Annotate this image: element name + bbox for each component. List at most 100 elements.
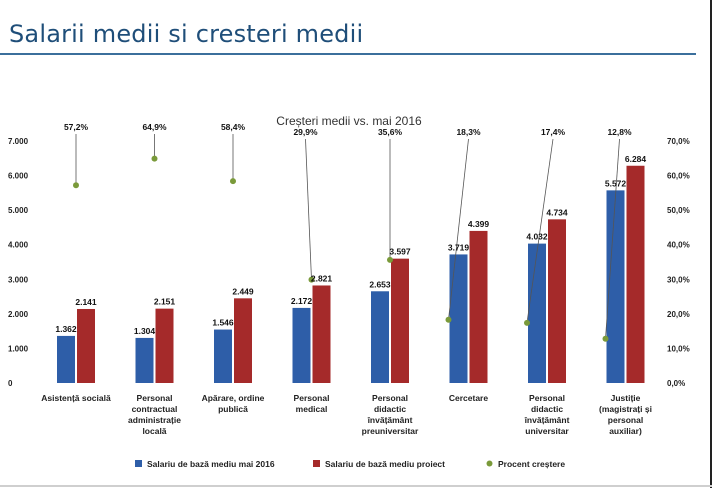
category-label: publică bbox=[218, 404, 248, 414]
category-label: Apărare, ordine bbox=[202, 393, 265, 403]
percent-point bbox=[445, 316, 452, 323]
bar-2016 bbox=[449, 254, 468, 383]
percent-point bbox=[151, 155, 158, 162]
right-tick-label: 30,0% bbox=[667, 275, 690, 284]
percent-label: 35,6% bbox=[378, 127, 403, 137]
legend-swatch bbox=[486, 460, 493, 467]
percent-label: 12,8% bbox=[607, 127, 632, 137]
bar-2016 bbox=[292, 307, 311, 383]
category-label: Personal bbox=[137, 393, 173, 403]
legend-label: Procent creștere bbox=[498, 459, 565, 469]
left-tick-label: 5.000 bbox=[8, 206, 29, 215]
data-labels: 1.362 2.141 57,2% 1.304 2.151 64,9% 1.546 2.449… bbox=[55, 122, 646, 336]
percent-point bbox=[602, 335, 609, 342]
left-tick-label: 2.000 bbox=[8, 310, 29, 319]
value-label-2016: 1.304 bbox=[134, 326, 156, 336]
value-label-project: 2.141 bbox=[75, 297, 97, 307]
right-tick-label: 70,0% bbox=[667, 137, 690, 146]
category-label: auxiliar) bbox=[609, 426, 642, 436]
percent-points bbox=[73, 155, 609, 342]
right-tick-label: 50,0% bbox=[667, 206, 690, 215]
value-label-project: 3.597 bbox=[389, 247, 411, 257]
left-tick-label: 7.000 bbox=[8, 137, 29, 146]
category-label: universitar bbox=[525, 426, 569, 436]
percent-label: 57,2% bbox=[64, 122, 89, 132]
leader-line bbox=[605, 138, 620, 339]
value-label-2016: 1.362 bbox=[55, 324, 77, 334]
value-label-2016: 2.172 bbox=[291, 296, 313, 306]
value-label-2016: 5.572 bbox=[605, 178, 627, 188]
legend-label: Salariu de bază mediu proiect bbox=[325, 459, 445, 469]
legend: Salariu de bază mediu mai 2016 Salariu de… bbox=[135, 459, 565, 469]
value-label-project: 2.151 bbox=[154, 297, 176, 307]
bar-2016 bbox=[606, 190, 625, 383]
bar-project bbox=[77, 308, 95, 383]
value-label-project: 2.449 bbox=[232, 286, 254, 296]
left-axis: 0 1.000 2.000 3.000 4.000 5.000 6.000 7.000 bbox=[8, 137, 29, 388]
percent-point bbox=[308, 276, 315, 283]
bar-project bbox=[548, 219, 566, 383]
right-tick-label: 0,0% bbox=[667, 379, 685, 388]
leader-lines bbox=[75, 134, 620, 339]
left-tick-label: 4.000 bbox=[8, 241, 29, 250]
percent-label: 29,9% bbox=[293, 127, 318, 137]
value-label-2016: 4.032 bbox=[526, 232, 548, 242]
legend-label: Salariu de bază mediu mai 2016 bbox=[147, 459, 275, 469]
bottom-border bbox=[0, 485, 712, 487]
right-border bbox=[710, 0, 712, 488]
bar-2016 bbox=[371, 291, 389, 383]
category-label: Cercetare bbox=[449, 393, 488, 403]
left-tick-label: 6.000 bbox=[8, 172, 29, 181]
category-label: didactic bbox=[374, 404, 406, 414]
bar-2016 bbox=[135, 337, 154, 383]
bar-project bbox=[469, 230, 488, 383]
category-label: administrație bbox=[128, 415, 181, 425]
left-tick-label: 1.000 bbox=[8, 344, 29, 353]
leader-line bbox=[448, 138, 469, 320]
category-label: Personal bbox=[529, 393, 565, 403]
value-label-project: 2.821 bbox=[311, 273, 333, 283]
right-tick-label: 20,0% bbox=[667, 310, 690, 319]
value-label-project: 4.734 bbox=[546, 207, 568, 217]
bar-project bbox=[312, 285, 331, 383]
percent-point bbox=[73, 182, 79, 189]
bar-project bbox=[391, 258, 409, 383]
percent-point bbox=[230, 178, 236, 185]
left-tick-label: 0 bbox=[8, 379, 13, 388]
bar-project bbox=[155, 308, 174, 383]
category-label: contractual bbox=[132, 404, 178, 414]
category-label: locală bbox=[142, 426, 166, 436]
percent-label: 18,3% bbox=[456, 127, 481, 137]
category-label: Justiție bbox=[611, 393, 641, 403]
value-label-project: 4.399 bbox=[468, 219, 490, 229]
legend-swatch bbox=[313, 460, 320, 467]
right-tick-label: 60,0% bbox=[667, 172, 690, 181]
percent-point bbox=[524, 319, 530, 326]
category-label: Asistență socială bbox=[41, 393, 111, 403]
legend-swatch bbox=[135, 460, 142, 467]
right-axis: 0,0% 10,0% 20,0% 30,0% 40,0% 50,0% 60,0% 70,0% bbox=[667, 137, 690, 388]
percent-point bbox=[387, 256, 393, 263]
category-label: preuniversitar bbox=[362, 426, 419, 436]
category-label: personal bbox=[608, 415, 643, 425]
category-label: învățământ bbox=[367, 415, 413, 425]
category-label: (magistrați și bbox=[599, 404, 652, 414]
right-tick-label: 40,0% bbox=[667, 241, 690, 250]
category-label: Personal bbox=[372, 393, 408, 403]
percent-label: 64,9% bbox=[142, 122, 167, 132]
value-label-2016: 2.653 bbox=[369, 279, 391, 289]
chart-title: Creșteri medii vs. mai 2016 bbox=[276, 114, 422, 128]
value-label-2016: 1.546 bbox=[212, 318, 234, 328]
category-label: didactic bbox=[531, 404, 563, 414]
bar-2016 bbox=[57, 335, 75, 383]
category-label: Personal bbox=[294, 393, 330, 403]
bar-2016 bbox=[528, 243, 546, 383]
category-label: învățământ bbox=[524, 415, 570, 425]
category-label: medical bbox=[296, 404, 328, 414]
title-divider bbox=[0, 53, 696, 55]
percent-label: 58,4% bbox=[221, 122, 246, 132]
percent-label: 17,4% bbox=[541, 127, 566, 137]
bar-group bbox=[57, 165, 645, 383]
leader-line bbox=[305, 138, 312, 280]
